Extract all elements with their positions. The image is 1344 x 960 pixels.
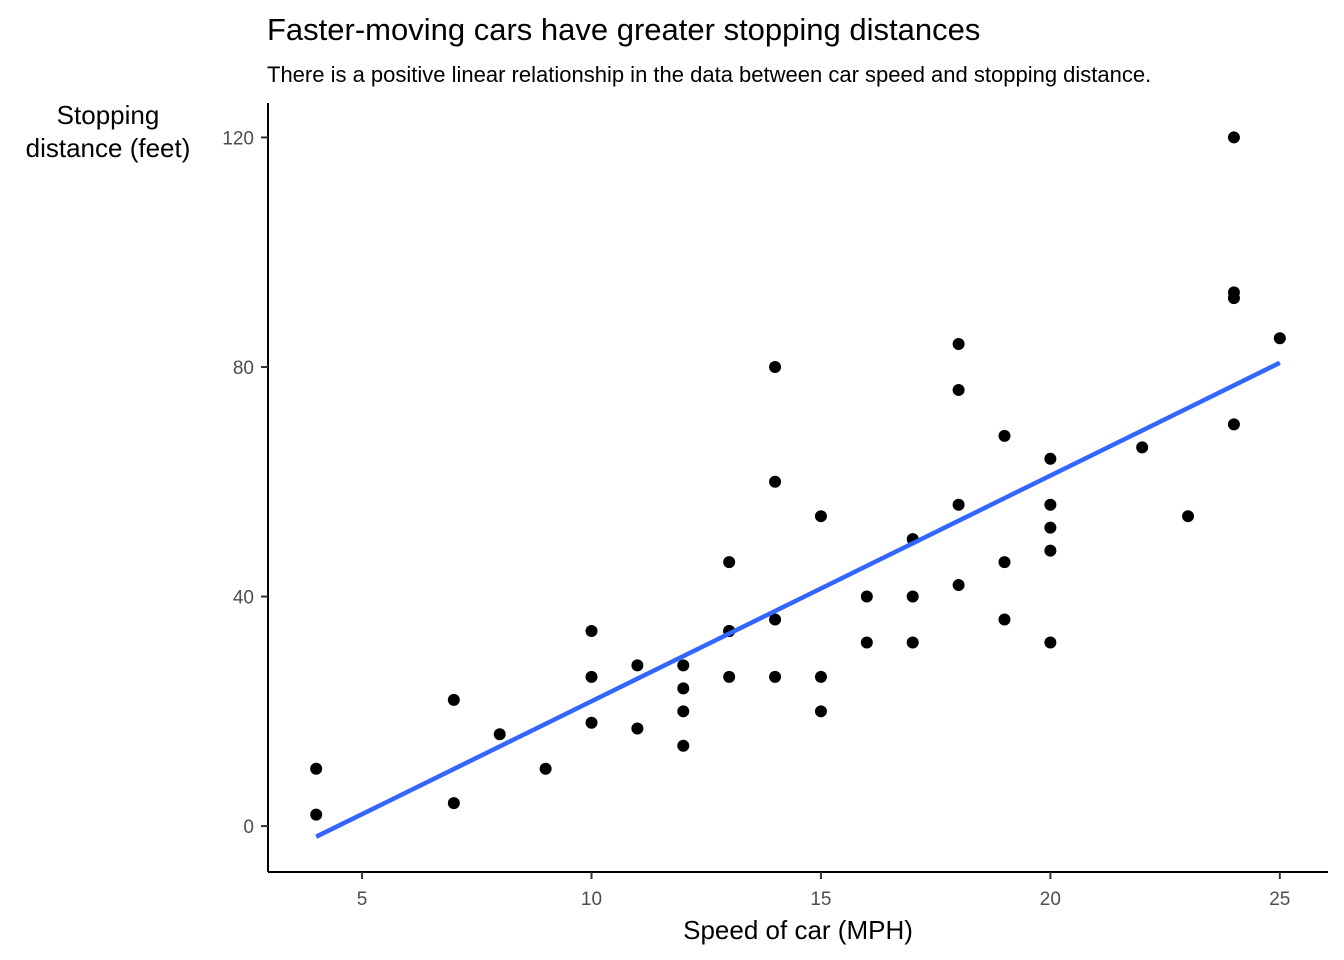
data-point — [1182, 510, 1195, 523]
data-point — [447, 797, 460, 810]
data-point — [493, 728, 506, 741]
data-point — [677, 659, 690, 672]
data-point — [1044, 498, 1057, 511]
data-point — [860, 590, 873, 603]
data-point — [814, 705, 827, 718]
data-point — [860, 636, 873, 649]
x-tick-label: 5 — [357, 889, 368, 910]
data-point — [998, 613, 1011, 626]
data-point — [906, 636, 919, 649]
data-point — [585, 624, 598, 637]
data-point — [952, 498, 965, 511]
data-point — [998, 429, 1011, 442]
data-point — [677, 739, 690, 752]
regression-line — [315, 360, 1281, 839]
x-tick-label: 25 — [1269, 889, 1290, 910]
data-point — [723, 670, 736, 683]
data-points — [310, 131, 1286, 821]
data-point — [769, 670, 782, 683]
data-point — [585, 716, 598, 729]
data-point — [310, 808, 323, 821]
data-point — [631, 659, 644, 672]
data-point — [1136, 441, 1149, 454]
data-point — [1044, 636, 1057, 649]
chart-title: Faster-moving cars have greater stopping… — [267, 12, 980, 47]
x-tick-label: 15 — [810, 889, 831, 910]
data-point — [1044, 521, 1057, 534]
data-point — [998, 556, 1011, 569]
data-point — [1044, 544, 1057, 557]
data-point — [906, 590, 919, 603]
y-tick-label: 40 — [233, 588, 254, 609]
data-point — [539, 762, 552, 775]
y-tick-label: 120 — [222, 128, 254, 149]
plot-area: 5 10 15 20 25 0 40 80 120 — [222, 103, 1328, 910]
y-tick-label: 0 — [243, 817, 254, 838]
data-point — [952, 579, 965, 592]
x-axis-title: Speed of car (MPH) — [683, 915, 913, 945]
data-point — [1227, 286, 1240, 299]
data-point — [952, 383, 965, 396]
y-axis-title-line: distance (feet) — [26, 133, 191, 163]
data-point — [769, 475, 782, 488]
data-point — [769, 360, 782, 373]
data-point — [723, 556, 736, 569]
data-point — [447, 693, 460, 706]
data-point — [769, 613, 782, 626]
data-point — [677, 682, 690, 695]
data-point — [1044, 452, 1057, 465]
data-point — [952, 338, 965, 351]
data-point — [585, 670, 598, 683]
y-tick-label: 80 — [233, 358, 254, 379]
x-tick-label: 10 — [581, 889, 602, 910]
chart-subtitle: There is a positive linear relationship … — [267, 62, 1151, 87]
y-axis-ticks: 0 40 80 120 — [222, 128, 268, 838]
data-point — [310, 762, 323, 775]
data-point — [814, 510, 827, 523]
y-axis-title-line: Stopping — [57, 100, 160, 130]
data-point — [814, 670, 827, 683]
data-point — [677, 705, 690, 718]
data-point — [631, 722, 644, 735]
data-point — [1273, 332, 1286, 345]
data-point — [1227, 131, 1240, 144]
regression-line-group — [315, 360, 1281, 839]
x-axis-ticks: 5 10 15 20 25 — [357, 872, 1290, 910]
x-tick-label: 20 — [1040, 889, 1061, 910]
data-point — [1227, 418, 1240, 431]
